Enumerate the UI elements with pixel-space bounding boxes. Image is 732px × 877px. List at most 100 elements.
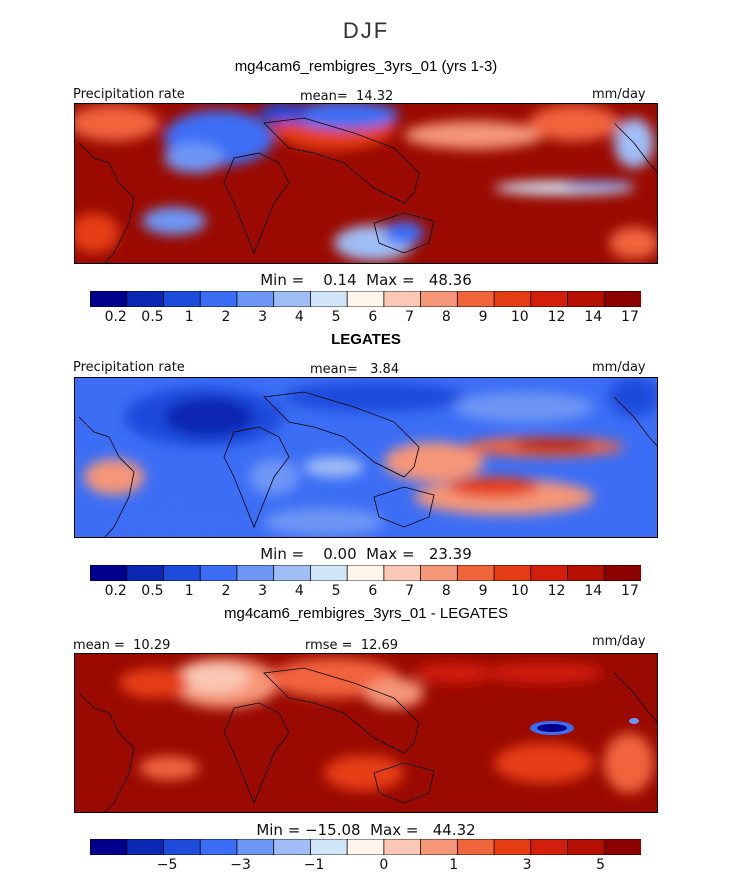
panel-2-colorbar-swatch: [126, 565, 165, 581]
panel-1-variable-label: Precipitation rate: [73, 87, 185, 102]
panel-3-colorbar-ticks: −5 −3 −1 0 1 3 5: [90, 857, 641, 875]
panel-2-units-label: mm/day: [592, 360, 646, 375]
panel-3-colorbar-swatch: [126, 839, 165, 855]
panel-1-colorbar-swatch: [567, 291, 606, 307]
panel-1-colorbar: [90, 291, 641, 307]
panel-3-colorbar-swatch: [456, 839, 495, 855]
panel-3-mean-label: mean = 10.29: [73, 638, 171, 653]
panel-2-mean-label: mean= 3.84: [310, 362, 400, 377]
panel-2-colorbar-swatch: [420, 565, 459, 581]
panel-3-colorbar-swatch: [420, 839, 459, 855]
panel-3-colorbar-tick-label: −3: [230, 857, 251, 873]
panel-1-colorbar-tick-label: 0.5: [141, 309, 164, 325]
panel-1-colorbar-tick-label: 2: [221, 309, 231, 325]
panel-3-colorbar-swatch: [567, 839, 606, 855]
panel-3-colorbar-swatch: [603, 839, 641, 855]
panel-1-title: mg4cam6_rembigres_3yrs_01 (yrs 1-3): [234, 58, 498, 75]
panel-3-colorbar: [90, 839, 641, 855]
panel-1-colorbar-swatch: [236, 291, 275, 307]
panel-2-colorbar-tick-label: 6: [368, 583, 378, 599]
panel-2-colorbar-swatch: [163, 565, 202, 581]
panel-1-colorbar-swatch: [456, 291, 495, 307]
panel-3-colorbar-swatch: [346, 839, 385, 855]
panel-2-variable-label: Precipitation rate: [73, 360, 185, 375]
panel-1-colorbar-swatch: [420, 291, 459, 307]
panel-3-colorbar-swatch: [493, 839, 532, 855]
panel-2-colorbar-tick-label: 10: [510, 583, 529, 599]
panel-2-colorbar-tick-label: 8: [441, 583, 451, 599]
panel-3-map: [74, 653, 658, 813]
panel-3-colorbar-swatch: [383, 839, 422, 855]
panel-2-colorbar-tick-label: 4: [294, 583, 304, 599]
panel-3-colorbar-tick-label: 1: [449, 857, 459, 873]
panel-3-units-label: mm/day: [592, 634, 646, 649]
panel-1-colorbar-swatch: [126, 291, 165, 307]
panel-3-colorbar-tick-label: 0: [379, 857, 389, 873]
panel-2-colorbar-swatch: [199, 565, 238, 581]
panel-1-map: [74, 103, 658, 264]
panel-1-colorbar-tick-label: 7: [405, 309, 415, 325]
panel-2-title: LEGATES: [331, 331, 401, 348]
panel-2-colorbar-swatch: [603, 565, 641, 581]
panel-2-colorbar-ticks: 0.2 0.5 1 2 3 4 5 6 7 8 9 10 12 14 17: [90, 583, 641, 601]
panel-2-map: [74, 377, 658, 538]
panel-1-colorbar-tick-label: 8: [441, 309, 451, 325]
panel-1-colorbar-swatch: [493, 291, 532, 307]
panel-1-colorbar-tick-label: 10: [510, 309, 529, 325]
panel-1-colorbar-tick-label: 1: [184, 309, 194, 325]
panel-1-colorbar-swatch: [309, 291, 349, 307]
panel-1-colorbar-tick-label: 12: [547, 309, 566, 325]
panel-2-colorbar-tick-label: 14: [584, 583, 603, 599]
panel-3-colorbar-swatch: [236, 839, 275, 855]
panel-2-colorbar-tick-label: 12: [547, 583, 566, 599]
panel-2-colorbar-tick-label: 17: [621, 583, 639, 599]
panel-1-colorbar-swatch: [90, 291, 128, 307]
panel-2-colorbar-swatch: [236, 565, 275, 581]
panel-1-colorbar-tick-label: 0.2: [104, 309, 127, 325]
panel-2-colorbar-swatch: [567, 565, 606, 581]
panel-1-colorbar-swatch: [530, 291, 569, 307]
panel-2-colorbar-tick-label: 0.5: [141, 583, 164, 599]
panel-2-colorbar-swatch: [309, 565, 349, 581]
panel-1-colorbar-tick-label: 14: [584, 309, 603, 325]
panel-2-colorbar-swatch: [346, 565, 385, 581]
panel-3-colorbar-tick-label: −5: [156, 857, 178, 873]
panel-1-minmax: Min = 0.14 Max = 48.36: [260, 271, 472, 289]
panel-1-colorbar-tick-label: 9: [478, 309, 488, 325]
panel-1-colorbar-ticks: 0.2 0.5 1 2 3 4 5 6 7 8 9 10 12 14 17: [90, 309, 641, 327]
panel-1-mean-label: mean= 14.32: [300, 89, 394, 104]
panel-2-colorbar-tick-label: 3: [258, 583, 268, 599]
panel-3-colorbar-tick-label: 5: [596, 857, 606, 873]
panel-3-colorbar-tick-label: −1: [303, 857, 325, 873]
panel-2-colorbar-swatch: [456, 565, 495, 581]
panel-1-colorbar-swatch: [346, 291, 385, 307]
panel-1-colorbar-tick-label: 5: [331, 309, 341, 325]
panel-2-colorbar-tick-label: 1: [184, 583, 194, 599]
panel-2-colorbar-swatch: [273, 565, 312, 581]
panel-2-colorbar-tick-label: 7: [405, 583, 415, 599]
panel-3-title: mg4cam6_rembigres_3yrs_01 - LEGATES: [223, 605, 508, 622]
panel-2-colorbar-swatch: [530, 565, 569, 581]
panel-2-colorbar-tick-label: 9: [478, 583, 488, 599]
season-title: DJF: [342, 18, 390, 43]
panel-1-units-label: mm/day: [592, 87, 646, 102]
panel-2-colorbar-tick-label: 2: [221, 583, 231, 599]
panel-3-colorbar-swatch: [309, 839, 349, 855]
panel-1-colorbar-tick-label: 6: [368, 309, 378, 325]
panel-1-colorbar-swatch: [199, 291, 238, 307]
panel-3-colorbar-tick-label: 3: [522, 857, 532, 873]
panel-2-colorbar: [90, 565, 641, 581]
panel-1-colorbar-swatch: [273, 291, 312, 307]
panel-1-colorbar-tick-label: 4: [294, 309, 304, 325]
panel-1-colorbar-swatch: [383, 291, 422, 307]
panel-2-colorbar-tick-label: 0.2: [104, 583, 127, 599]
panel-1-colorbar-tick-label: 3: [258, 309, 268, 325]
panel-2-minmax: Min = 0.00 Max = 23.39: [260, 545, 472, 563]
panel-2-colorbar-swatch: [383, 565, 422, 581]
panel-3-colorbar-swatch: [90, 839, 128, 855]
panel-3-colorbar-swatch: [530, 839, 569, 855]
panel-2-colorbar-tick-label: 5: [331, 583, 341, 599]
panel-3-colorbar-swatch: [273, 839, 312, 855]
panel-1-colorbar-swatch: [163, 291, 202, 307]
panel-2-colorbar-swatch: [493, 565, 532, 581]
